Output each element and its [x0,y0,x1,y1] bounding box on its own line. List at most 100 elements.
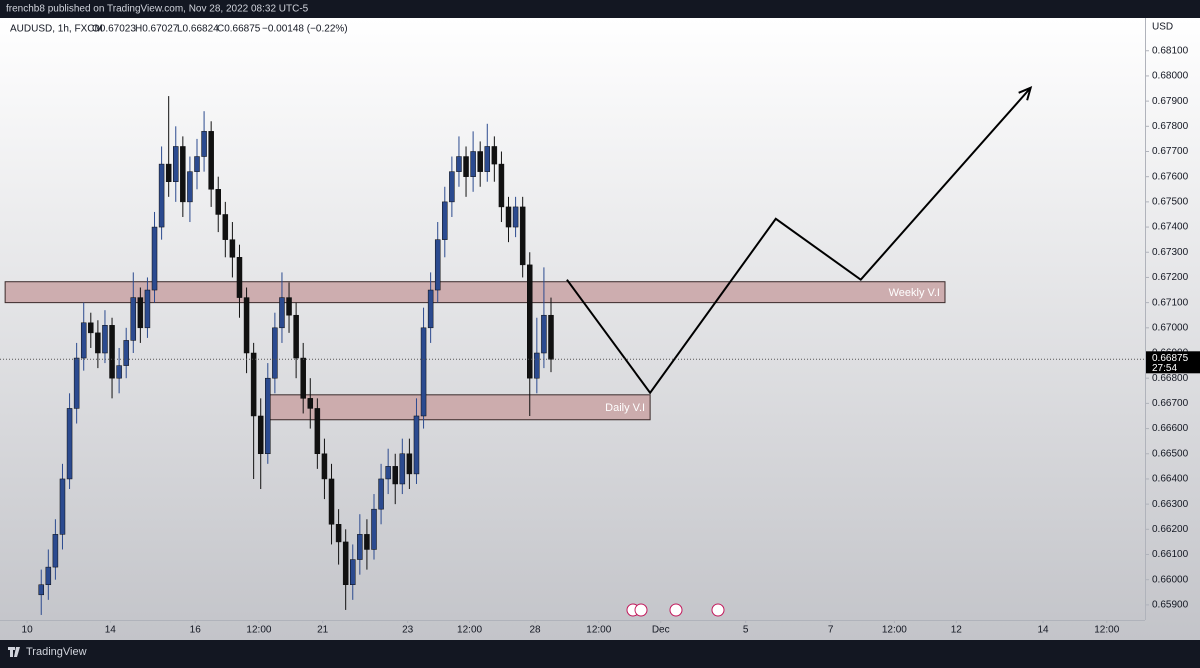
chart-background [0,18,1200,640]
candle-body [427,289,434,329]
candle-body [519,206,526,266]
candle-body [180,146,186,203]
legend-close: C0.66875 [217,24,261,35]
candle-body [243,297,250,354]
x-tick-label: 23 [402,625,414,636]
candle-body [88,322,94,334]
y-tick-label: 0.66100 [1152,549,1189,560]
event-icon[interactable] [669,603,683,617]
zone [267,394,651,421]
y-tick-label: 0.66600 [1152,423,1189,434]
candle-body [265,377,271,455]
candle-body [215,189,221,215]
x-tick-label: 12:00 [882,625,907,636]
y-tick-label: 0.66500 [1152,448,1189,459]
candle-body [45,566,52,585]
x-tick-label: 5 [743,625,749,636]
zone-label: Daily V.I [605,402,645,414]
candle-body [137,297,144,329]
zone-label: Weekly V.I [889,287,940,299]
legend-change: −0.00148 (−0.22%) [262,24,348,35]
y-tick-label: 0.67000 [1152,322,1189,333]
candle-body [130,297,137,341]
y-tick-label: 0.67200 [1152,272,1189,283]
candle-body [307,398,314,409]
x-tick-label: 7 [828,625,834,636]
candle-body [286,297,292,316]
candle-body [80,322,87,359]
candle-body [442,201,448,240]
legend-open: O0.67023 [92,24,136,35]
candle-body [109,325,115,379]
candle-body [293,314,299,359]
candle-body [300,357,306,399]
candle-body [498,163,505,208]
candle-body [173,146,179,182]
candle-body [371,508,377,550]
candle-body [364,534,370,550]
x-tick-label: 28 [530,625,542,636]
x-tick-label: 12:00 [246,625,271,636]
x-tick-label: 21 [317,625,329,636]
y-tick-label: 0.67700 [1152,146,1189,157]
candle-body [512,206,519,228]
legend-low: L0.66824 [177,24,219,35]
candle-body [66,408,73,480]
y-tick-label: 0.67900 [1152,96,1189,107]
candle-body [272,327,278,379]
candle-body [505,206,512,228]
candle-body [123,340,129,366]
candle-body [250,352,257,417]
x-tick-label: 14 [105,625,117,636]
countdown: 27:54 [1152,363,1177,374]
logo [8,647,20,657]
x-tick-label: 14 [1037,625,1049,636]
candle-body [194,156,200,172]
candle-body [406,453,413,475]
candle-body [350,559,356,585]
y-tick-label: 0.67800 [1152,121,1189,132]
x-tick-label: 12:00 [1094,625,1119,636]
footer-brand: TradingView [26,646,87,658]
candle-body [59,478,66,535]
y-tick-label: 0.67500 [1152,197,1189,208]
candle-body [420,327,427,417]
candle-body [434,239,441,291]
candle-body [470,151,476,177]
candle-body [38,584,44,596]
candle-body [399,453,406,485]
y-tick-label: 0.67400 [1152,222,1189,233]
candle-body [456,156,462,172]
y-tick-label: 0.66200 [1152,524,1189,535]
candle-body [321,453,328,480]
candle-body [357,534,363,560]
legend-symbol: AUDUSD, 1h, FXCM [10,24,103,35]
y-tick-label: 0.67100 [1152,297,1189,308]
x-tick-label: 16 [190,625,202,636]
candle-body [314,408,321,455]
candle-body [279,297,285,329]
candle-body [484,146,491,172]
candle-body [52,534,59,568]
last-price-label: 0.66875 [1152,353,1189,364]
candle-body [527,264,533,379]
x-tick-label: 12:00 [586,625,611,636]
candle-body [541,314,547,354]
event-icon[interactable] [711,603,725,617]
legend: AUDUSD, 1h, FXCM O0.67023 H0.67027 L0.66… [10,24,348,35]
header-text: frenchb8 published on TradingView.com, N… [6,4,309,15]
y-tick-label: 0.66300 [1152,499,1189,510]
candle-body [165,163,172,182]
projection-arrowhead [1018,86,1033,101]
candle-body [534,352,540,379]
candle-body [463,156,469,177]
candle-body [201,131,207,157]
x-tick-label: 10 [22,625,34,636]
candle-body [548,314,554,360]
candle-body [385,466,391,480]
event-icon[interactable] [634,603,648,617]
last-price-box [1146,351,1200,374]
candle-body [257,415,264,455]
